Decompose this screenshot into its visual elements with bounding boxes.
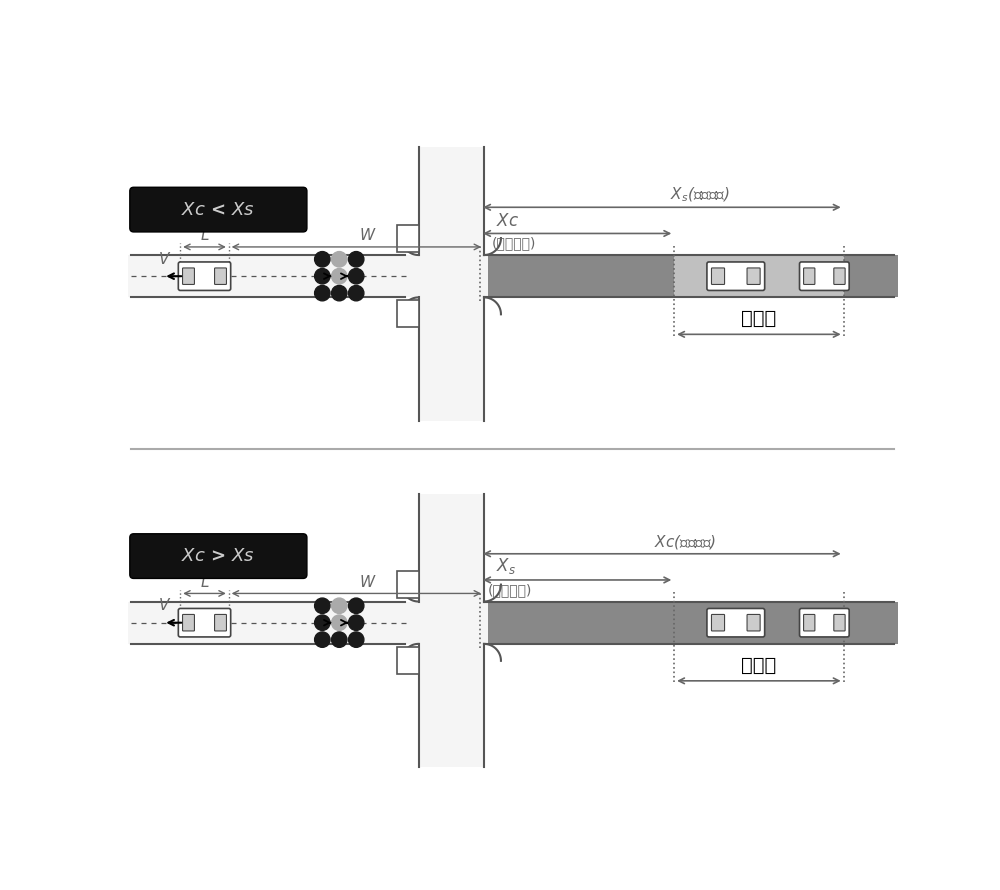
Bar <box>674 602 844 643</box>
FancyBboxPatch shape <box>130 187 307 232</box>
FancyBboxPatch shape <box>178 609 231 637</box>
Circle shape <box>332 286 347 301</box>
FancyBboxPatch shape <box>707 262 765 290</box>
Circle shape <box>348 632 364 647</box>
Bar <box>128 255 405 297</box>
FancyBboxPatch shape <box>215 614 226 631</box>
FancyBboxPatch shape <box>834 268 845 285</box>
Bar <box>480 602 674 643</box>
Bar <box>405 255 419 297</box>
Text: $X_s$: $X_s$ <box>496 556 515 576</box>
Text: (可以通过): (可以通过) <box>492 237 536 250</box>
Bar <box>480 255 674 297</box>
FancyBboxPatch shape <box>747 268 760 285</box>
Bar <box>484 602 898 643</box>
Text: 两可区: 两可区 <box>741 656 777 675</box>
Bar <box>419 297 484 421</box>
Bar <box>397 225 419 252</box>
Bar <box>844 602 898 643</box>
Bar <box>844 255 898 297</box>
FancyBboxPatch shape <box>215 268 226 285</box>
FancyBboxPatch shape <box>707 609 765 637</box>
Circle shape <box>332 615 347 630</box>
Text: $Xc$ > $Xs$: $Xc$ > $Xs$ <box>181 547 255 565</box>
Text: $L$: $L$ <box>200 227 209 243</box>
Text: (无法停止): (无法停止) <box>488 583 532 597</box>
FancyBboxPatch shape <box>183 268 194 285</box>
Bar <box>128 602 405 643</box>
Bar <box>397 571 419 598</box>
Bar <box>419 643 484 767</box>
Bar <box>397 647 419 674</box>
Circle shape <box>348 252 364 267</box>
Text: $Xc$ < $Xs$: $Xc$ < $Xs$ <box>181 200 255 219</box>
FancyBboxPatch shape <box>711 614 725 631</box>
Text: $X_s$(无法停止): $X_s$(无法停止) <box>670 186 730 204</box>
Circle shape <box>315 252 330 267</box>
Circle shape <box>348 286 364 301</box>
FancyBboxPatch shape <box>800 262 849 290</box>
Circle shape <box>348 269 364 284</box>
Bar <box>419 255 484 297</box>
FancyBboxPatch shape <box>804 268 815 285</box>
Circle shape <box>332 598 347 613</box>
Circle shape <box>348 598 364 613</box>
FancyBboxPatch shape <box>711 268 725 285</box>
Bar <box>405 602 419 643</box>
Circle shape <box>332 632 347 647</box>
FancyBboxPatch shape <box>130 534 307 578</box>
Bar <box>484 255 488 297</box>
Text: $Xc$: $Xc$ <box>496 212 519 230</box>
FancyBboxPatch shape <box>804 614 815 631</box>
Text: $Xc$(可以通过): $Xc$(可以通过) <box>654 533 716 551</box>
Bar <box>397 301 419 328</box>
Bar <box>419 147 484 255</box>
Circle shape <box>315 632 330 647</box>
Circle shape <box>332 269 347 284</box>
Bar <box>674 255 844 297</box>
FancyBboxPatch shape <box>183 614 194 631</box>
Text: $V$: $V$ <box>158 251 171 267</box>
Text: $V$: $V$ <box>158 597 171 613</box>
Circle shape <box>315 615 330 630</box>
Circle shape <box>332 252 347 267</box>
Circle shape <box>315 269 330 284</box>
FancyBboxPatch shape <box>834 614 845 631</box>
Circle shape <box>315 286 330 301</box>
Text: $W$: $W$ <box>359 227 377 243</box>
Text: $W$: $W$ <box>359 573 377 589</box>
Circle shape <box>315 598 330 613</box>
Circle shape <box>348 615 364 630</box>
Bar <box>484 602 488 643</box>
FancyBboxPatch shape <box>800 609 849 637</box>
FancyBboxPatch shape <box>747 614 760 631</box>
FancyBboxPatch shape <box>178 262 231 290</box>
Text: $L$: $L$ <box>200 573 209 589</box>
Bar <box>419 602 484 643</box>
Bar <box>419 494 484 602</box>
Text: 两难区: 两难区 <box>741 310 777 328</box>
Bar <box>484 255 898 297</box>
